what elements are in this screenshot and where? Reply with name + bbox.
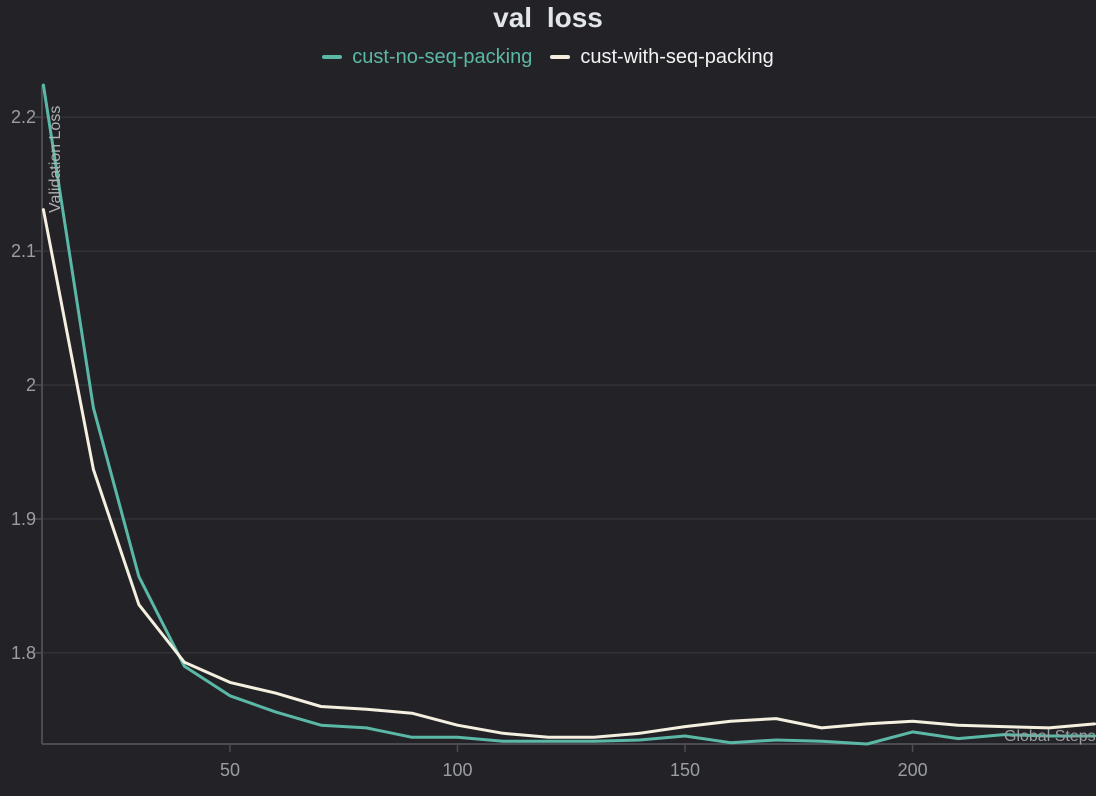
legend-label: cust-with-seq-packing bbox=[580, 46, 774, 68]
x-axis-label: Global Steps bbox=[1004, 728, 1096, 745]
legend-item-cust-no-seq-packing[interactable]: cust-no-seq-packing bbox=[322, 47, 532, 67]
legend: cust-no-seq-packing cust-with-seq-packin… bbox=[0, 47, 1096, 67]
legend-item-cust-with-seq-packing[interactable]: cust-with-seq-packing bbox=[550, 46, 774, 68]
y-tick-label: 2.1 bbox=[11, 241, 36, 261]
legend-swatch-icon bbox=[550, 55, 571, 59]
legend-label: cust-no-seq-packing bbox=[352, 46, 533, 68]
legend-swatch-icon bbox=[322, 55, 343, 59]
y-axis-label: Validation Loss bbox=[47, 106, 64, 213]
y-tick-label: 2 bbox=[26, 375, 36, 395]
x-tick-label: 200 bbox=[898, 760, 928, 780]
chart-title: val loss bbox=[493, 2, 603, 33]
x-tick-label: 150 bbox=[670, 760, 700, 780]
y-tick-label: 2.2 bbox=[11, 107, 36, 127]
series-line-cust-no-seq-packing[interactable] bbox=[41, 83, 1096, 746]
x-tick-label: 100 bbox=[442, 760, 472, 780]
y-tick-label: 1.9 bbox=[11, 509, 36, 529]
series-line-cust-with-seq-packing[interactable] bbox=[41, 208, 1096, 739]
x-tick-label: 50 bbox=[220, 760, 240, 780]
y-tick-label: 1.8 bbox=[11, 643, 36, 663]
